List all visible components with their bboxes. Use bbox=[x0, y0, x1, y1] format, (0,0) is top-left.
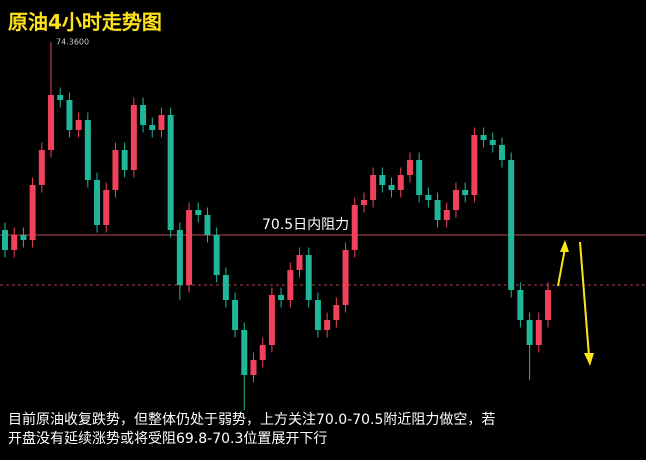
candle-body bbox=[278, 295, 285, 300]
comment-line: 开盘没有延续涨势或将受阻69.8-70.3位置展开下行 bbox=[8, 431, 328, 447]
candle-body bbox=[48, 95, 55, 150]
candle-body bbox=[425, 195, 432, 200]
candle-body bbox=[66, 100, 73, 130]
candle-body bbox=[489, 140, 496, 145]
candle-body bbox=[176, 230, 183, 285]
candle-body bbox=[167, 115, 174, 230]
candle-body bbox=[526, 320, 533, 345]
candle-body bbox=[416, 160, 423, 195]
candle-body bbox=[397, 175, 404, 190]
arrow-head bbox=[584, 353, 594, 366]
resistance-label: 70.5日内阻力 bbox=[262, 217, 349, 233]
max-label: 74.3600 bbox=[56, 38, 89, 47]
candle-body bbox=[186, 210, 193, 285]
candle-body bbox=[140, 105, 147, 125]
candle-body bbox=[388, 185, 395, 190]
arrow-head bbox=[560, 240, 569, 252]
comment: 目前原油收复跌势，但整体仍处于弱势，上方关注70.0-70.5附近阻力做空，若 … bbox=[8, 411, 495, 449]
candle-body bbox=[250, 360, 257, 375]
candle-body bbox=[452, 190, 459, 210]
candle-body bbox=[324, 320, 331, 330]
candle-body bbox=[443, 210, 450, 220]
candle-body bbox=[259, 345, 266, 360]
candle-body bbox=[471, 135, 478, 195]
candle-body bbox=[314, 300, 321, 330]
candle-body bbox=[130, 105, 137, 170]
candle-body bbox=[545, 290, 551, 320]
candle-body bbox=[204, 215, 211, 235]
candle-body bbox=[94, 180, 101, 225]
candle-body bbox=[351, 205, 358, 250]
candle-body bbox=[38, 150, 45, 185]
candle-body bbox=[462, 190, 469, 195]
candle-body bbox=[57, 95, 64, 100]
chart-title: 原油4小时走势图 bbox=[8, 10, 162, 34]
candle-body bbox=[112, 150, 119, 190]
candle-body bbox=[406, 160, 413, 175]
candle-body bbox=[84, 120, 91, 180]
comment-line: 目前原油收复跌势，但整体仍处于弱势，上方关注70.0-70.5附近阻力做空，若 bbox=[8, 412, 496, 428]
candle-body bbox=[20, 235, 27, 240]
candle-body bbox=[535, 320, 542, 345]
arrow-down bbox=[579, 241, 590, 357]
candle-body bbox=[75, 120, 82, 130]
candle-body bbox=[434, 200, 441, 220]
candle-body bbox=[11, 235, 18, 250]
candle-body bbox=[195, 210, 202, 215]
candle-body bbox=[370, 175, 377, 200]
candle-body bbox=[222, 275, 229, 300]
candle-body bbox=[287, 270, 294, 300]
candle-body bbox=[517, 290, 524, 320]
candle-body bbox=[305, 255, 312, 300]
candle-body bbox=[2, 230, 8, 250]
arrow-up bbox=[557, 247, 566, 287]
candle-body bbox=[480, 135, 487, 140]
candle-body bbox=[498, 145, 505, 160]
candle-body bbox=[268, 295, 275, 345]
candle-body bbox=[121, 150, 128, 170]
candle-body bbox=[342, 250, 349, 305]
candle-body bbox=[360, 200, 367, 205]
candle-body bbox=[158, 115, 165, 130]
candle-body bbox=[149, 125, 156, 130]
candle-body bbox=[29, 185, 36, 240]
candle-body bbox=[333, 305, 340, 320]
candle-body bbox=[232, 300, 239, 330]
candle-body bbox=[103, 190, 110, 225]
candle-body bbox=[508, 160, 515, 290]
candle-body bbox=[379, 175, 386, 185]
candle-body bbox=[241, 330, 248, 375]
candle-body bbox=[213, 235, 220, 275]
candle-body bbox=[296, 255, 303, 270]
